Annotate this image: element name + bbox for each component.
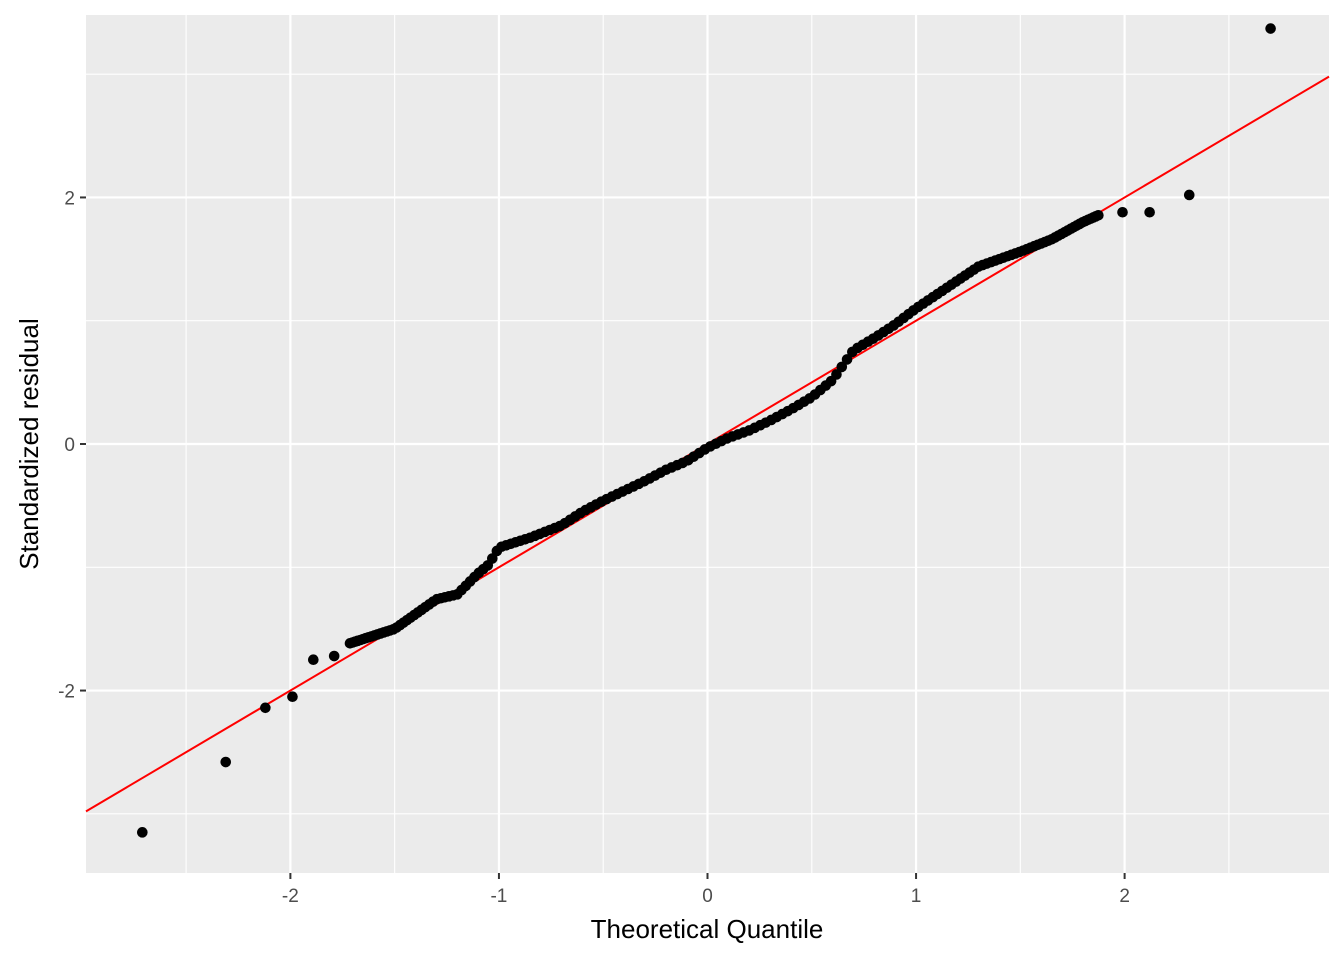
y-axis-title: Standardized residual bbox=[14, 318, 44, 570]
data-point bbox=[1265, 23, 1276, 34]
y-tick-label: 2 bbox=[64, 188, 75, 209]
data-point bbox=[1093, 209, 1104, 221]
data-point bbox=[836, 361, 848, 373]
data-point bbox=[137, 827, 148, 838]
data-point bbox=[1144, 206, 1155, 218]
data-point bbox=[260, 702, 271, 714]
x-axis-ticks: -2 -1 0 1 2 bbox=[282, 873, 1130, 907]
data-point bbox=[841, 354, 853, 365]
y-axis-ticks: -2 0 2 bbox=[58, 188, 86, 703]
x-tick-label: 0 bbox=[702, 886, 713, 907]
data-point bbox=[831, 369, 842, 380]
data-point bbox=[287, 691, 298, 703]
x-tick-label: -2 bbox=[282, 886, 299, 907]
y-tick-label: 0 bbox=[64, 435, 75, 456]
grid-major bbox=[86, 15, 1329, 873]
x-tick-label: -1 bbox=[490, 886, 507, 907]
data-point bbox=[1117, 206, 1128, 218]
data-point bbox=[220, 756, 232, 768]
y-tick-label: -2 bbox=[58, 682, 75, 703]
x-tick-label: 2 bbox=[1119, 886, 1130, 907]
data-point bbox=[308, 654, 319, 666]
data-point bbox=[1183, 189, 1195, 201]
x-axis-title: Theoretical Quantile bbox=[591, 914, 824, 944]
x-tick-label: 1 bbox=[911, 886, 922, 907]
data-points bbox=[137, 23, 1276, 838]
data-point bbox=[328, 650, 340, 662]
